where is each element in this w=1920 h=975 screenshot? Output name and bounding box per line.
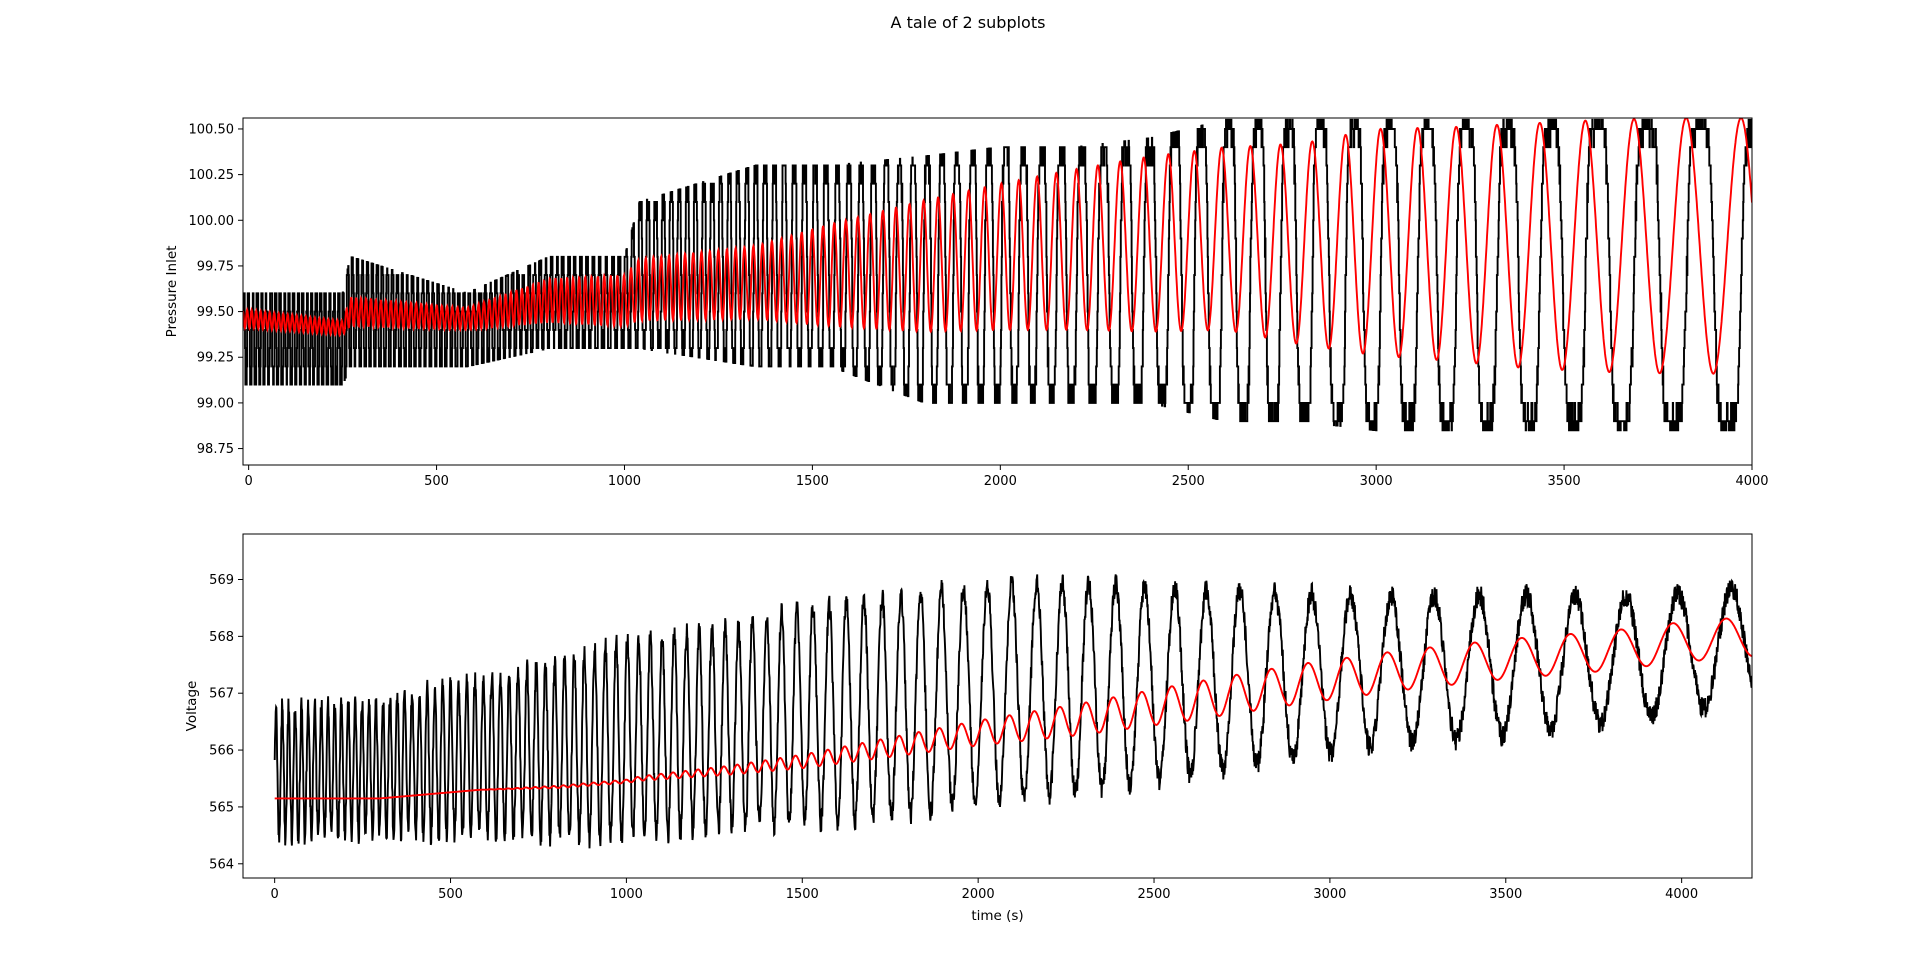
voltage-xtick-label: 3500 [1489, 887, 1522, 902]
pressure-series-filtered-line [243, 118, 1752, 375]
voltage-axes-frame [242, 533, 1753, 879]
voltage-ytick-label: 569 [209, 573, 234, 588]
voltage-plot-area [273, 574, 1752, 849]
pressure-xtick-label: 1500 [796, 474, 829, 489]
voltage-ytick-label: 566 [209, 744, 234, 759]
pressure-xtick-label: 1000 [608, 474, 641, 489]
voltage-subplot: 0 500 1000 1500 2000 2500 3000 3500 4000 564 565 56… [184, 533, 1753, 924]
voltage-ytick-label: 564 [209, 857, 234, 872]
pressure-axes-frame [242, 117, 1753, 466]
pressure-ylabel: Pressure Inlet [164, 246, 180, 338]
pressure-ytick-label: 99.25 [197, 351, 234, 366]
figure-suptitle: A tale of 2 subplots [891, 13, 1046, 32]
voltage-xtick-label: 0 [271, 887, 279, 902]
pressure-ytick-label: 99.50 [197, 305, 234, 320]
voltage-ytick-label: 568 [209, 630, 234, 645]
pressure-xtick-label: 2500 [1172, 474, 1205, 489]
pressure-xtick-label: 2000 [984, 474, 1017, 489]
pressure-xtick-label: 500 [424, 474, 449, 489]
pressure-xtick-label: 0 [244, 474, 252, 489]
pressure-plot-area [243, 118, 1752, 432]
pressure-ytick-label: 98.75 [197, 442, 234, 457]
voltage-xtick-label: 2500 [1137, 887, 1170, 902]
pressure-xtick-label: 3000 [1360, 474, 1393, 489]
voltage-ylabel: Voltage [184, 681, 200, 732]
voltage-ytick-label: 565 [209, 800, 234, 815]
pressure-subplot: 0 500 1000 1500 2000 2500 3000 3500 4000 98.75 99.… [164, 117, 1769, 489]
pressure-ytick-label: 100.50 [189, 122, 235, 137]
voltage-series-raw-line [273, 574, 1752, 849]
voltage-ytick-label: 567 [209, 687, 234, 702]
voltage-xlabel: time (s) [971, 908, 1023, 924]
pressure-xtick-label: 3500 [1548, 474, 1581, 489]
voltage-xtick-label: 500 [438, 887, 463, 902]
voltage-xtick-label: 1500 [786, 887, 819, 902]
voltage-xtick-label: 3000 [1313, 887, 1346, 902]
voltage-xtick-label: 4000 [1665, 887, 1698, 902]
pressure-ytick-label: 100.00 [189, 214, 235, 229]
pressure-ytick-label: 99.00 [197, 396, 234, 411]
voltage-xtick-label: 2000 [962, 887, 995, 902]
voltage-xtick-label: 1000 [610, 887, 643, 902]
pressure-xtick-label: 4000 [1735, 474, 1768, 489]
voltage-series-filtered-line [274, 617, 1752, 800]
pressure-ytick-label: 99.75 [197, 259, 234, 274]
pressure-ytick-label: 100.25 [189, 168, 235, 183]
